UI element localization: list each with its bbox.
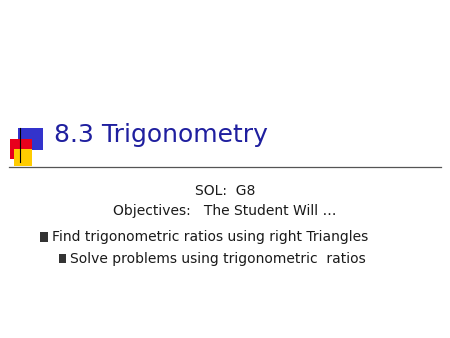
Bar [10,139,32,159]
Bar [14,149,32,166]
Bar [18,128,43,150]
Text: Find trigonometric ratios using right Triangles: Find trigonometric ratios using right Tr… [52,230,368,244]
Bar [40,232,48,242]
Text: SOL:  G8: SOL: G8 [195,184,255,198]
Text: Solve problems using trigonometric  ratios: Solve problems using trigonometric ratio… [70,251,365,266]
Text: Objectives:   The Student Will …: Objectives: The Student Will … [113,204,337,218]
Text: 8.3 Trigonometry: 8.3 Trigonometry [54,123,268,147]
Bar [59,254,66,263]
